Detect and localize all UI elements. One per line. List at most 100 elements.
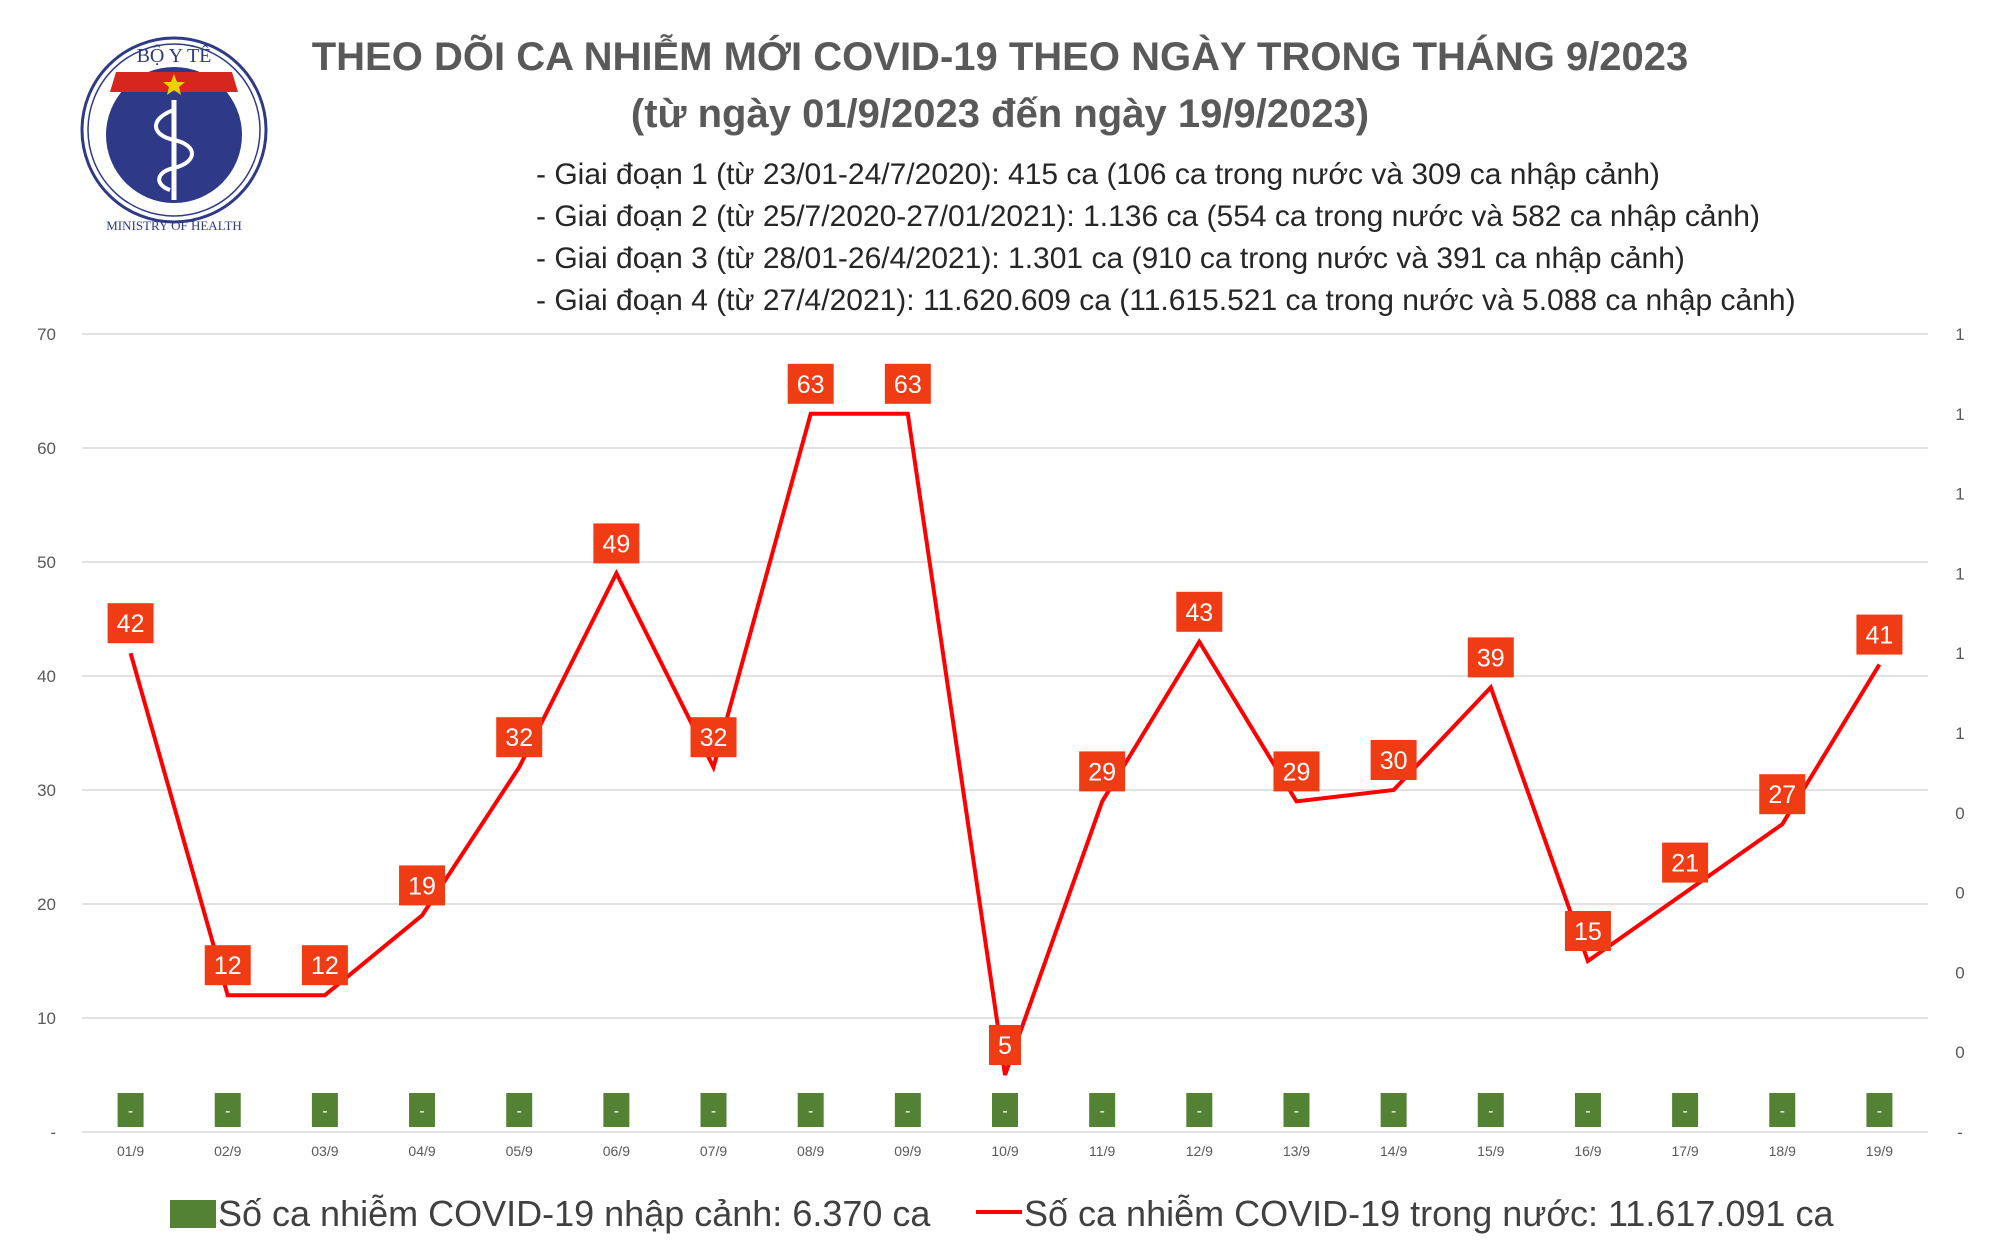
y-right-tick-label: 1 <box>1955 644 1964 663</box>
x-axis: 01/9 02/9 03/9 04/9 05/9 06/9 07/9 08/9 09/9 10/9… <box>117 1143 1893 1159</box>
serpent-icon <box>154 108 194 192</box>
y-right-tick-label: 1 <box>1955 564 1964 583</box>
import-bar-label: - <box>711 1103 716 1120</box>
import-bar-marker <box>1380 1093 1407 1127</box>
y-left-tick-label: 20 <box>37 895 56 914</box>
y-left-tick-label: 60 <box>37 439 56 458</box>
data-label: 15 <box>1574 918 1602 946</box>
data-label-box <box>1176 591 1223 632</box>
legend-label-import: Số ca nhiễm COVID-19 nhập cảnh: 6.370 ca <box>218 1193 931 1234</box>
import-bar-marker <box>603 1093 630 1127</box>
data-label: 29 <box>1283 758 1311 786</box>
data-label: 41 <box>1866 622 1894 650</box>
data-label-box <box>1370 740 1417 780</box>
chart-subtitle: (từ ngày 01/9/2023 đến ngày 19/9/2023) <box>631 92 1369 136</box>
data-label: 12 <box>311 952 339 980</box>
import-bar-label: - <box>1682 1103 1687 1120</box>
import-bar-label: - <box>1099 1103 1104 1120</box>
data-label: 43 <box>1185 599 1213 627</box>
x-tick-label: 15/9 <box>1477 1143 1504 1159</box>
x-tick-label: 06/9 <box>603 1143 630 1159</box>
x-tick-label: 03/9 <box>311 1143 338 1159</box>
import-bar-marker <box>1283 1093 1310 1127</box>
phase-line-1: - Giai đoạn 1 (từ 23/01-24/7/2020): 415 … <box>536 158 1660 191</box>
x-tick-label: 13/9 <box>1283 1143 1310 1159</box>
y-right-tick-label: 0 <box>1955 963 1964 982</box>
data-label: 63 <box>894 371 922 399</box>
data-label-box <box>593 523 640 564</box>
import-bar-label: - <box>1488 1103 1493 1120</box>
import-bar-label: - <box>517 1103 522 1120</box>
import-bar-marker <box>700 1093 727 1127</box>
y-axis-left: - 10 20 30 40 50 60 70 <box>37 325 56 1142</box>
y-right-tick-label: 0 <box>1955 884 1964 903</box>
y-left-tick-label: 70 <box>37 325 56 344</box>
import-bar-marker <box>1769 1093 1796 1127</box>
data-label-box <box>787 363 834 404</box>
data-label: 42 <box>117 610 145 638</box>
import-bar-label: - <box>128 1103 133 1120</box>
data-label-box <box>1564 911 1611 951</box>
data-label: 32 <box>505 724 533 752</box>
phase-line-2: - Giai đoạn 2 (từ 25/7/2020-27/01/2021):… <box>536 200 1760 233</box>
legend: Số ca nhiễm COVID-19 nhập cảnh: 6.370 ca… <box>170 1193 1834 1234</box>
import-bar-label: - <box>1391 1103 1396 1120</box>
x-tick-label: 11/9 <box>1089 1143 1115 1159</box>
import-bar-marker <box>1574 1093 1601 1127</box>
y-left-tick-label: 30 <box>37 781 56 800</box>
import-bar-label: - <box>225 1103 230 1120</box>
logo-inner-ring <box>87 43 261 217</box>
y-right-tick-label: 1 <box>1955 405 1964 424</box>
x-tick-label: 09/9 <box>894 1143 921 1159</box>
import-bar-marker <box>311 1093 338 1127</box>
data-label-box <box>989 1025 1021 1065</box>
phase-line-3: - Giai đoạn 3 (từ 28/01-26/4/2021): 1.30… <box>536 242 1685 275</box>
star-icon <box>163 74 185 95</box>
data-label-box <box>1662 842 1709 883</box>
data-label-box <box>496 717 543 758</box>
import-bar-marker <box>506 1093 533 1127</box>
x-tick-label: 12/9 <box>1186 1143 1213 1159</box>
legend-swatch-import <box>170 1200 216 1228</box>
x-tick-label: 08/9 <box>797 1143 824 1159</box>
data-label-box <box>690 717 737 758</box>
data-label: 49 <box>602 530 630 558</box>
legend-label-domestic: Số ca nhiễm COVID-19 trong nước: 11.617.… <box>1024 1193 1834 1234</box>
logo-outer-ring <box>80 36 268 224</box>
import-bar-marker <box>214 1093 241 1127</box>
data-label: 19 <box>408 872 436 900</box>
import-bar-label: - <box>808 1103 813 1120</box>
data-label-box <box>107 603 154 644</box>
import-bar-marker <box>894 1093 921 1127</box>
import-bar-marker <box>1186 1093 1213 1127</box>
data-label: 32 <box>700 724 728 752</box>
y-axis-right: - 0 0 0 0 1 1 1 1 1 1 <box>1955 325 1964 1142</box>
import-markers: ------------------- <box>117 1093 1893 1127</box>
x-tick-label: 10/9 <box>991 1143 1018 1159</box>
y-left-tick-label: 50 <box>37 553 56 572</box>
data-label-box <box>1856 614 1903 655</box>
data-label-box <box>1079 751 1126 792</box>
chart-title: THEO DÕI CA NHIỄM MỚI COVID-19 THEO NGÀY… <box>312 33 1689 79</box>
import-bar-marker <box>1089 1093 1116 1127</box>
x-tick-label: 05/9 <box>506 1143 533 1159</box>
import-bar-marker <box>992 1093 1018 1127</box>
x-tick-label: 04/9 <box>408 1143 435 1159</box>
phase-line-4: - Giai đoạn 4 (từ 27/4/2021): 11.620.609… <box>536 284 1796 317</box>
import-bar-marker <box>1672 1093 1699 1127</box>
import-bar-label: - <box>905 1103 910 1120</box>
y-right-tick-label: - <box>1957 1123 1963 1142</box>
import-bar-label: - <box>1877 1103 1882 1120</box>
data-label-box <box>1467 637 1514 678</box>
data-label: 30 <box>1380 747 1408 775</box>
data-label-box <box>204 945 251 986</box>
data-label: 12 <box>214 952 242 980</box>
import-bar-label: - <box>419 1103 424 1120</box>
x-tick-label: 19/9 <box>1866 1143 1893 1159</box>
import-bar-marker <box>1866 1093 1893 1127</box>
x-tick-label: 02/9 <box>214 1143 241 1159</box>
data-label-box <box>1759 774 1806 815</box>
logo-bottom-text: MINISTRY OF HEALTH <box>106 218 242 233</box>
x-tick-label: 01/9 <box>117 1143 144 1159</box>
